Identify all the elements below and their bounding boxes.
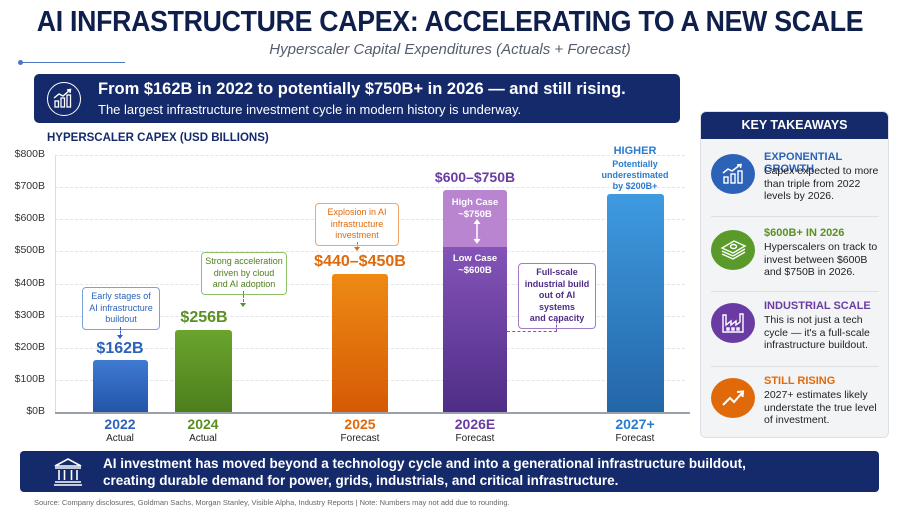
y-tick-label: $700B [14,180,45,193]
divider [711,366,879,367]
high-case-label: High Case ~$750B [445,197,505,221]
x-category-sublabel: Forecast [340,433,380,444]
value-label-2022: $162B [96,340,144,357]
divider [711,216,879,217]
connector-2022 [120,327,121,337]
takeaway-title: INDUSTRIAL SCALE [764,300,871,312]
growth-chart-icon [711,154,755,194]
x-category-sublabel: Forecast [455,433,495,444]
divider [711,291,879,292]
arrow-2025-icon [354,247,360,251]
low-case-text: Low Case ~$600B [452,253,498,276]
bar-2024 [174,329,232,412]
takeaway-title: STILL RISING [764,375,836,387]
callout-2024: Strong acceleration driven by cloud and … [201,252,287,295]
bar-2025 [332,273,388,412]
high-case-text: High Case ~$750B [451,197,499,220]
takeaway-body: Hyperscalers on track to invest between … [764,241,878,278]
callout-2022: Early stages of AI infrastructure buildo… [82,287,160,330]
higher-note: Potentially underestimated by $200B+ [580,159,690,192]
takeaway-body: This is not just a tech cycle — it's a f… [764,314,870,351]
chart-title: HYPERSCALER CAPEX (USD BILLIONS) [47,132,269,144]
value-label-2025: $440–$450B [314,253,406,270]
headline-banner: From $162B in 2022 to potentially $750B+… [34,74,680,123]
takeaway-title: $600B+ IN 2026 [764,227,845,239]
range-arrow-icon [472,219,482,249]
arrow-2024-icon [240,303,246,307]
x-category-label: 2024 [187,416,219,432]
banner-subline: The largest infrastructure investment cy… [98,102,522,117]
growth-chart-icon [47,82,81,116]
y-tick-label: $200B [14,340,45,353]
takeaway-body: 2027+ estimates likely understate the tr… [764,389,877,426]
x-category-sublabel: Actual [106,433,134,444]
x-axis [55,412,690,414]
higher-note-text: Potentially underestimated by $200B+ [601,159,669,191]
x-category-label: 2022 [104,416,136,432]
callout-2025-text: Explosion in AI infrastructure investmen… [327,207,387,240]
connector-2025 [357,242,358,249]
source-footnote: Source: Company disclosures, Goldman Sac… [34,498,510,507]
bar-2026-low-case [443,246,507,412]
y-tick-label: $500B [14,244,45,257]
callout-2026: Full-scale industrial build out of AI sy… [518,263,596,329]
gridline [55,251,685,253]
institution-icon [52,457,84,492]
x-category-label: 2025 [344,416,376,432]
key-takeaways-panel: KEY TAKEAWAYS EXPONENTIAL GROWTH Capex e… [700,111,889,438]
y-tick-label: $0B [26,405,45,417]
title-rule [18,60,125,65]
page-subtitle: Hyperscaler Capital Expenditures (Actual… [269,41,631,58]
callout-2022-text: Early stages of AI infrastructure buildo… [89,291,153,324]
higher-label: HIGHER [613,145,657,157]
y-tick-label: $800B [14,148,45,160]
gridline [55,155,685,156]
x-category-label: 2026E [454,416,496,432]
y-tick-label: $100B [14,372,45,385]
takeaway-title: EXPONENTIAL GROWTH [764,151,843,175]
x-category-sublabel: Forecast [615,433,655,444]
low-case-label: Low Case ~$600B [445,253,505,277]
key-takeaways-header: KEY TAKEAWAYS [701,112,888,139]
x-category-label: 2027+ [615,416,655,432]
factory-icon [711,303,755,343]
value-label-2026: $600–$750B [434,169,516,185]
bar-2022 [92,359,148,412]
callout-2025: Explosion in AI infrastructure investmen… [315,203,399,246]
conclusion-line-1: AI investment has moved beyond a technol… [103,456,746,471]
trend-up-icon [711,378,755,418]
bar-2027 [606,193,664,412]
y-tick-label: $400B [14,276,45,289]
y-tick-label: $300B [14,308,45,321]
value-label-2024: $256B [180,309,228,326]
arrow-2022-icon [117,335,123,339]
banner-headline: From $162B in 2022 to potentially $750B+… [98,80,626,98]
money-stack-icon [711,230,755,270]
bar-2026-high-case [443,190,507,247]
conclusion-banner: AI investment has moved beyond a technol… [20,451,879,492]
page-title: AI INFRASTRUCTURE CAPEX: ACCELERATING TO… [36,6,864,38]
conclusion-line-2: creating durable demand for power, grids… [103,473,619,488]
callout-2026-text: Full-scale industrial build out of AI sy… [524,267,590,323]
takeaway-body: Capex expected to more than triple from … [764,165,879,202]
callout-2024-text: Strong acceleration driven by cloud and … [205,256,283,289]
connector-2024 [243,291,244,306]
connector-2026 [507,316,557,332]
y-tick-label: $600B [14,212,45,225]
x-category-sublabel: Actual [189,433,217,444]
gridline [55,187,685,189]
